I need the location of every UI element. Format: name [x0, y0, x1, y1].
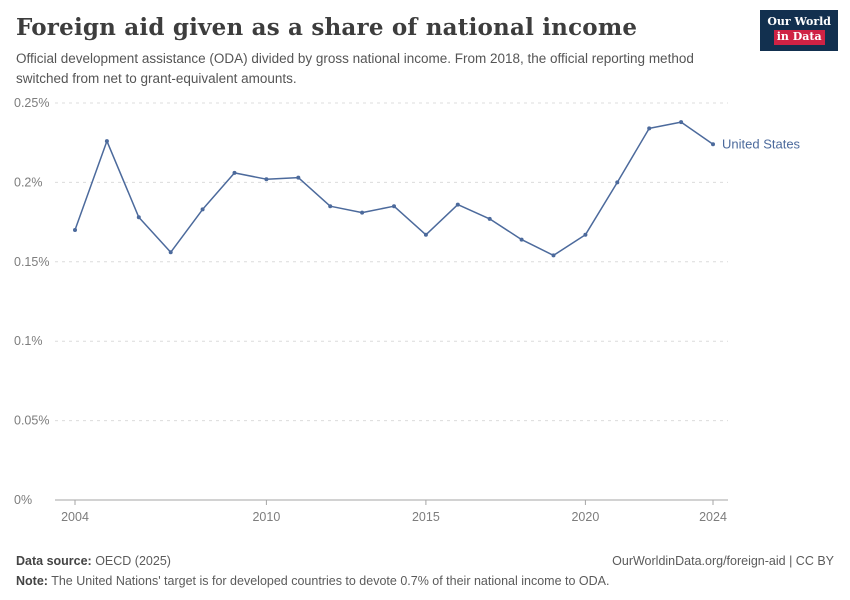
owid-logo: Our World in Data: [760, 10, 838, 51]
license-link[interactable]: OurWorldinData.org/foreign-aid | CC BY: [612, 554, 834, 568]
data-point: [232, 171, 237, 176]
data-point: [423, 232, 428, 237]
chart-title: Foreign aid given as a share of national…: [16, 14, 638, 41]
data-point: [519, 237, 524, 242]
data-point: [487, 217, 492, 222]
data-point: [200, 207, 205, 212]
data-point: [583, 232, 588, 237]
chart-area: 0% 0.05% 0.1% 0.15% 0.2% 0.25% 2004 2010 2015 202…: [0, 90, 850, 538]
data-point: [455, 202, 460, 207]
y-axis-label: 0.1%: [14, 334, 43, 348]
data-point: [679, 120, 684, 125]
chart-note: Note: The United Nations' target is for …: [16, 574, 834, 588]
chart-note-text: The United Nations' target is for develo…: [47, 574, 610, 588]
y-axis-label: 0.15%: [14, 255, 49, 269]
data-point: [136, 215, 141, 220]
data-point: [647, 126, 652, 131]
x-axis-label: 2004: [61, 510, 89, 524]
x-axis-label: 2020: [571, 510, 599, 524]
x-axis-label: 2024: [699, 510, 727, 524]
data-point: [551, 253, 556, 258]
chart-header: Foreign aid given as a share of national…: [0, 0, 850, 88]
chart-note-label: Note:: [16, 574, 48, 588]
data-source-text: OECD (2025): [91, 554, 171, 568]
data-source-label: Data source:: [16, 554, 92, 568]
owid-logo-line2: in Data: [773, 29, 825, 45]
y-axis-label: 0.05%: [14, 414, 49, 428]
data-point: [711, 142, 715, 147]
x-axis-label: 2010: [252, 510, 280, 524]
data-point: [296, 175, 301, 180]
line-series-united-states: [74, 121, 714, 257]
data-point: [392, 204, 396, 209]
data-point: [264, 177, 269, 182]
chart-footer: Data source: OECD (2025) OurWorldinData.…: [16, 554, 834, 588]
data-point: [615, 180, 620, 185]
chart-subtitle: Official development assistance (ODA) di…: [16, 51, 694, 86]
owid-logo-line1: Our World: [767, 15, 831, 28]
data-point: [328, 204, 333, 209]
data-point: [360, 210, 365, 215]
series-label: United States: [722, 136, 801, 151]
license-link-text[interactable]: OurWorldinData.org/foreign-aid | CC BY: [612, 554, 834, 568]
chart-canvas: 0% 0.05% 0.1% 0.15% 0.2% 0.25% 2004 2010 2015 202…: [14, 96, 801, 524]
data-point: [73, 228, 77, 233]
y-axis-label: 0.25%: [14, 96, 49, 110]
data-point: [168, 250, 173, 255]
y-axis-label: 0%: [14, 493, 32, 507]
data-point: [104, 139, 109, 144]
x-axis-label: 2015: [412, 510, 440, 524]
y-axis-label: 0.2%: [14, 176, 43, 190]
data-source: Data source: OECD (2025): [16, 554, 171, 568]
